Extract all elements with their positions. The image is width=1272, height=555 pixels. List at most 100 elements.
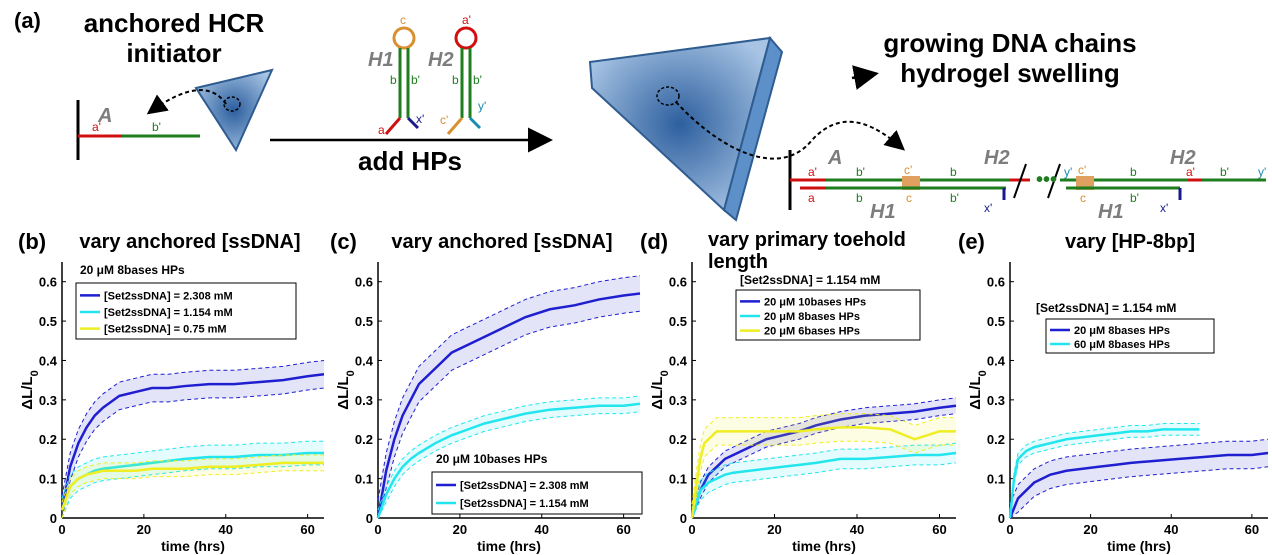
chain-x-prime-1: x' [984,201,992,215]
x-tick-label: 0 [58,522,65,537]
initiator-title-line1: anchored HCR [84,8,265,38]
series-line-1 [60,373,325,511]
y-tick-label: 0.6 [39,275,57,290]
domain-b-prime-label: b' [152,120,161,134]
x-tick-label: 20 [767,522,781,537]
x-tick-label: 20 [137,522,151,537]
series-lower-bound-3 [61,470,324,519]
y-tick-label: 0 [366,511,373,526]
chart-title: vary [HP-8bp] [1065,231,1195,253]
growth-title-line1: growing DNA chains [883,28,1136,58]
legend-entry-2: 60 μM 8bases HPs [1074,339,1170,351]
series-upper-bound-2 [61,440,324,499]
hp2-a-prime-label: a' [462,13,471,27]
series-band-2 [378,395,640,518]
chain-ellipsis: ••• [1036,169,1057,191]
x-tick-label: 40 [535,522,549,537]
legend-box [75,282,297,340]
y-axis-label: ΔL/L0 [19,370,41,409]
chart-title: vary anchored [ssDNA] [391,231,612,253]
series-lower-bound-3 [691,440,956,519]
chain-c-2: c [1080,191,1086,205]
legend-entry-1: 20 μM 10bases HPs [764,296,866,308]
series-upper-bound-1 [61,359,325,497]
legend-entry-1: [Set2ssDNA] = 2.308 mM [104,290,233,302]
series-lower-bound-1 [1009,466,1269,519]
series-upper-bound-3 [691,413,956,505]
growth-title-line2: hydrogel swelling [900,58,1120,88]
y-tick-label: 0.6 [669,275,687,290]
x-tick-label: 40 [1164,522,1178,537]
y-tick-label: 0.1 [669,472,687,487]
gel-large-side [722,35,784,222]
legend-title: 20 μM 8bases HPs [80,263,185,277]
x-axis-label: time (hrs) [477,538,541,554]
series-upper-bound-3 [61,454,324,503]
gel-large-spot [656,86,680,106]
legend-entry-2: [Set2ssDNA] = 1.154 mM [104,307,233,319]
charts: (b) vary anchored [ssDNA] 0 20 40 60 0 0.1 0.2 0.… [18,229,1269,554]
series-lower-bound-2 [377,411,641,519]
legend-entry-1: [Set2ssDNA] = 2.308 mM [460,480,589,492]
y-tick-label: 0.4 [669,353,688,368]
x-tick-label: 0 [1006,522,1013,537]
hairpin-h2 [446,26,482,135]
y-tick-label: 0.4 [355,353,374,368]
hp1-c-label: c [400,13,406,27]
legend-box [1045,318,1215,354]
chain-c-prime-1: c' [904,163,912,177]
y-tick-label: 0.6 [355,275,373,290]
series-line-1 [690,404,957,519]
y-tick-label: 0.2 [39,432,57,447]
chart-panel-label: (c) [330,229,357,254]
hp1-x-prime-label: x' [416,112,424,126]
domain-a-prime-label: a' [92,120,101,134]
y-axis-label: ΔL/L0 [649,370,671,409]
chain-c-prime-2: c' [1078,163,1086,177]
chart-2: (c) vary anchored [ssDNA] 0 20 40 60 0 0.1 0.2 0.… [330,229,643,554]
y-tick-label: 0.1 [987,472,1005,487]
x-tick-label: 20 [453,522,467,537]
strand-a-label: A [97,105,112,127]
chain-a-prime-1: a' [808,165,817,179]
hp2-b-label: b [452,73,459,87]
legend-entry-3: 20 μM 6bases HPs [764,326,860,338]
y-tick-label: 0.1 [39,472,57,487]
series-lower-bound-2 [61,464,324,519]
x-tick-label: 40 [850,522,864,537]
chain-b-2: b [950,165,957,179]
dna-chain [788,150,1266,210]
chain-b-prime-4: b' [1220,165,1229,179]
chain-a-prime-2: a' [1186,165,1195,179]
chain-b-3: b [1130,165,1137,179]
y-tick-label: 0.5 [355,314,373,329]
chain-a-1: a [808,191,815,205]
hp1-b-label: b [390,73,397,87]
chain-y-prime-2: y' [1258,165,1266,179]
series-lower-bound-2 [691,462,957,519]
legend-title: 20 μM 10bases HPs [436,452,548,466]
legend-box [431,471,643,515]
y-tick-label: 0.6 [987,275,1005,290]
y-tick-label: 0 [680,511,687,526]
chart-title: vary anchored [ssDNA] [79,231,300,253]
legend-entry-2: [Set2ssDNA] = 1.154 mM [460,498,589,510]
y-tick-label: 0.5 [987,314,1005,329]
x-tick-label: 60 [932,522,946,537]
x-axis-label: time (hrs) [161,538,225,554]
gel-small-spot [223,96,241,112]
hp-h2-label: H2 [428,49,454,71]
series-line-2 [690,451,957,519]
y-tick-label: 0.3 [39,393,57,408]
x-tick-label: 0 [688,522,695,537]
chain-h2-label-1: H2 [984,147,1010,169]
hp2-b-prime-label: b' [473,73,482,87]
legend-title: [Set2ssDNA] = 1.154 mM [1036,301,1176,315]
series-band-3 [62,454,324,518]
series-line-2 [376,402,641,519]
series-band-3 [692,413,956,518]
chain-b-prime-2: b' [950,191,959,205]
series-lower-bound-1 [377,310,641,519]
schematic-panel-a: (a) anchored HCR initiator a' b' A H1 c … [14,8,1266,223]
